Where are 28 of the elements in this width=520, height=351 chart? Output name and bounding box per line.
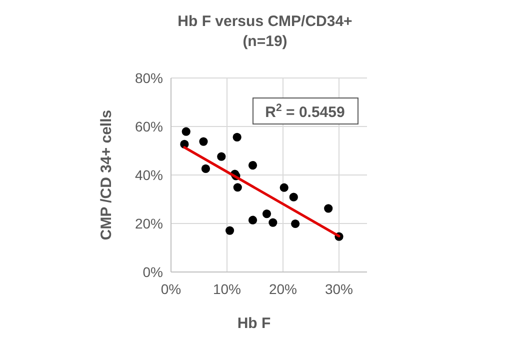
- point: [248, 216, 258, 224]
- x-tick-label: 0%: [160, 281, 182, 297]
- point: [232, 132, 242, 142]
- x-axis-title: Hb F: [237, 315, 271, 332]
- y-tick-label: 60%: [134, 118, 163, 134]
- point: [262, 210, 272, 218]
- y-tick-label: 80%: [134, 70, 163, 86]
- point: [289, 192, 298, 202]
- point: [268, 218, 278, 227]
- x-tick-label: 30%: [324, 281, 354, 297]
- y-tick-label: 20%: [134, 216, 163, 232]
- point: [291, 219, 300, 228]
- point: [182, 127, 190, 136]
- annotation: R$^{2}$ = 0.5459: [265, 102, 345, 121]
- point: [280, 183, 288, 192]
- point: [217, 152, 226, 161]
- point: [199, 137, 208, 146]
- chart-title: Hb F versus CMP/CD34+ (n=19): [178, 13, 353, 50]
- y-tick-label: 0%: [142, 264, 163, 280]
- point: [201, 164, 210, 173]
- x-tick-label: 10%: [212, 281, 242, 297]
- x-tick-label: 20%: [268, 281, 298, 297]
- point: [324, 204, 333, 213]
- point: [226, 226, 234, 235]
- y-axis-title: CMP /CD 34+ cells: [98, 110, 115, 240]
- point: [248, 161, 258, 170]
- y-tick-label: 40%: [134, 167, 163, 183]
- point: [233, 183, 242, 192]
